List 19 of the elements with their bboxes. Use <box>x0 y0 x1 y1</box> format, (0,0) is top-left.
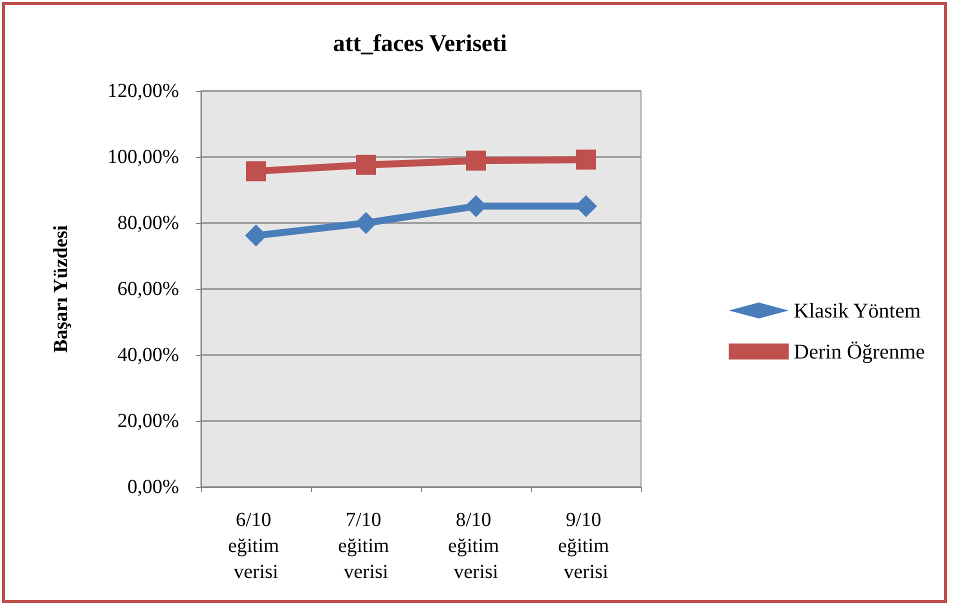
chart-title: att_faces Veriseti <box>333 31 508 57</box>
y-tick-label: 100,00% <box>107 146 179 168</box>
y-tick-label: 20,00% <box>117 410 179 432</box>
y-axis-title: Başarı Yüzdesi <box>50 224 72 353</box>
y-tick-label: 40,00% <box>117 344 179 366</box>
legend-label: Derin Öğrenme <box>794 340 926 364</box>
y-tick-label: 0,00% <box>127 476 179 498</box>
x-tick-label: 7/10 eğitim verisi <box>338 509 394 583</box>
x-tick-label: 6/10 eğitim verisi <box>228 509 284 583</box>
y-tick-label: 60,00% <box>117 278 179 300</box>
point <box>466 150 486 171</box>
y-tick-label: 120,00% <box>107 80 179 102</box>
legend-label: Klasik Yöntem <box>794 298 921 322</box>
x-tick-label: 8/10 eğitim verisi <box>448 509 504 583</box>
point <box>246 161 266 182</box>
point <box>356 154 376 175</box>
x-tick-label: 9/10 eğitim verisi <box>558 509 614 583</box>
point <box>576 150 596 170</box>
y-tick-label: 80,00% <box>117 212 179 234</box>
